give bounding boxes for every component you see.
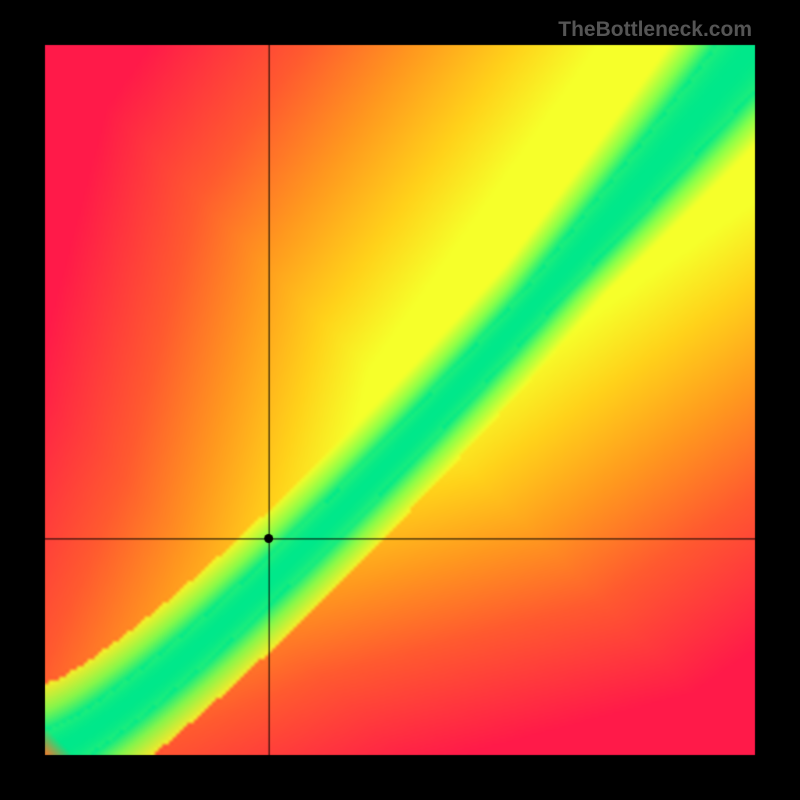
watermark-label: TheBottleneck.com bbox=[558, 18, 752, 42]
chart-container: TheBottleneck.com bbox=[0, 0, 800, 800]
bottleneck-heatmap bbox=[0, 0, 800, 800]
